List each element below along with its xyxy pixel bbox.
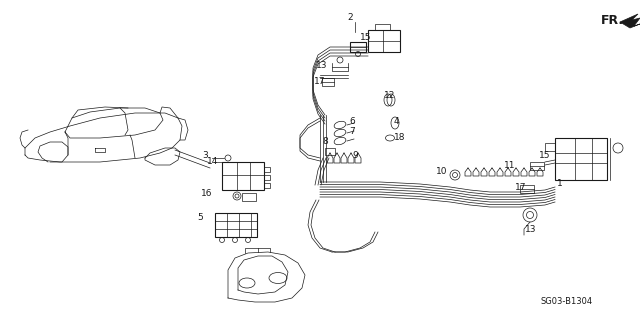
Text: 4: 4 bbox=[393, 117, 399, 127]
Text: FR.: FR. bbox=[601, 13, 624, 26]
Text: 18: 18 bbox=[394, 133, 406, 143]
Text: 17: 17 bbox=[515, 182, 527, 191]
Text: 6: 6 bbox=[349, 117, 355, 127]
Bar bbox=[325, 148, 335, 155]
Text: 1: 1 bbox=[557, 179, 563, 188]
Bar bbox=[368, 30, 400, 52]
Text: 3: 3 bbox=[202, 151, 208, 160]
Text: 16: 16 bbox=[201, 189, 212, 197]
Text: 7: 7 bbox=[349, 127, 355, 136]
Text: 15: 15 bbox=[360, 33, 372, 41]
Text: 17: 17 bbox=[314, 78, 326, 86]
Bar bbox=[242, 193, 256, 201]
Bar bbox=[222, 162, 264, 190]
Bar bbox=[215, 213, 257, 237]
Text: 2: 2 bbox=[347, 13, 353, 23]
Text: 9: 9 bbox=[352, 151, 358, 160]
Text: 12: 12 bbox=[384, 92, 396, 100]
Text: 8: 8 bbox=[322, 137, 328, 145]
Text: 13: 13 bbox=[316, 61, 328, 70]
Bar bbox=[264, 167, 270, 172]
Text: 5: 5 bbox=[197, 213, 203, 222]
Text: 14: 14 bbox=[207, 158, 219, 167]
Bar bbox=[520, 185, 534, 193]
Text: 11: 11 bbox=[504, 160, 516, 169]
Bar bbox=[264, 175, 270, 180]
Bar bbox=[264, 183, 270, 188]
Bar bbox=[530, 162, 544, 170]
Bar bbox=[350, 42, 366, 52]
Text: SG03-B1304: SG03-B1304 bbox=[541, 298, 593, 307]
Polygon shape bbox=[620, 14, 640, 28]
Text: 15: 15 bbox=[540, 151, 551, 160]
Bar bbox=[322, 78, 334, 86]
Bar bbox=[545, 143, 555, 151]
Text: 13: 13 bbox=[525, 226, 537, 234]
Text: 10: 10 bbox=[436, 167, 448, 176]
Bar bbox=[555, 138, 607, 180]
